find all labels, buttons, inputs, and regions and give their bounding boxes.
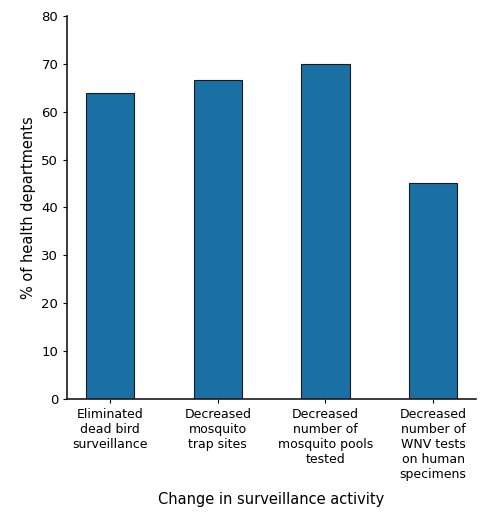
Bar [301, 64, 350, 399]
Y-axis label: % of health departments: % of health departments [21, 116, 36, 299]
X-axis label: Change in surveillance activity: Change in surveillance activity [158, 492, 385, 507]
Bar [86, 93, 134, 399]
Bar [193, 80, 242, 399]
Bar [409, 183, 457, 399]
